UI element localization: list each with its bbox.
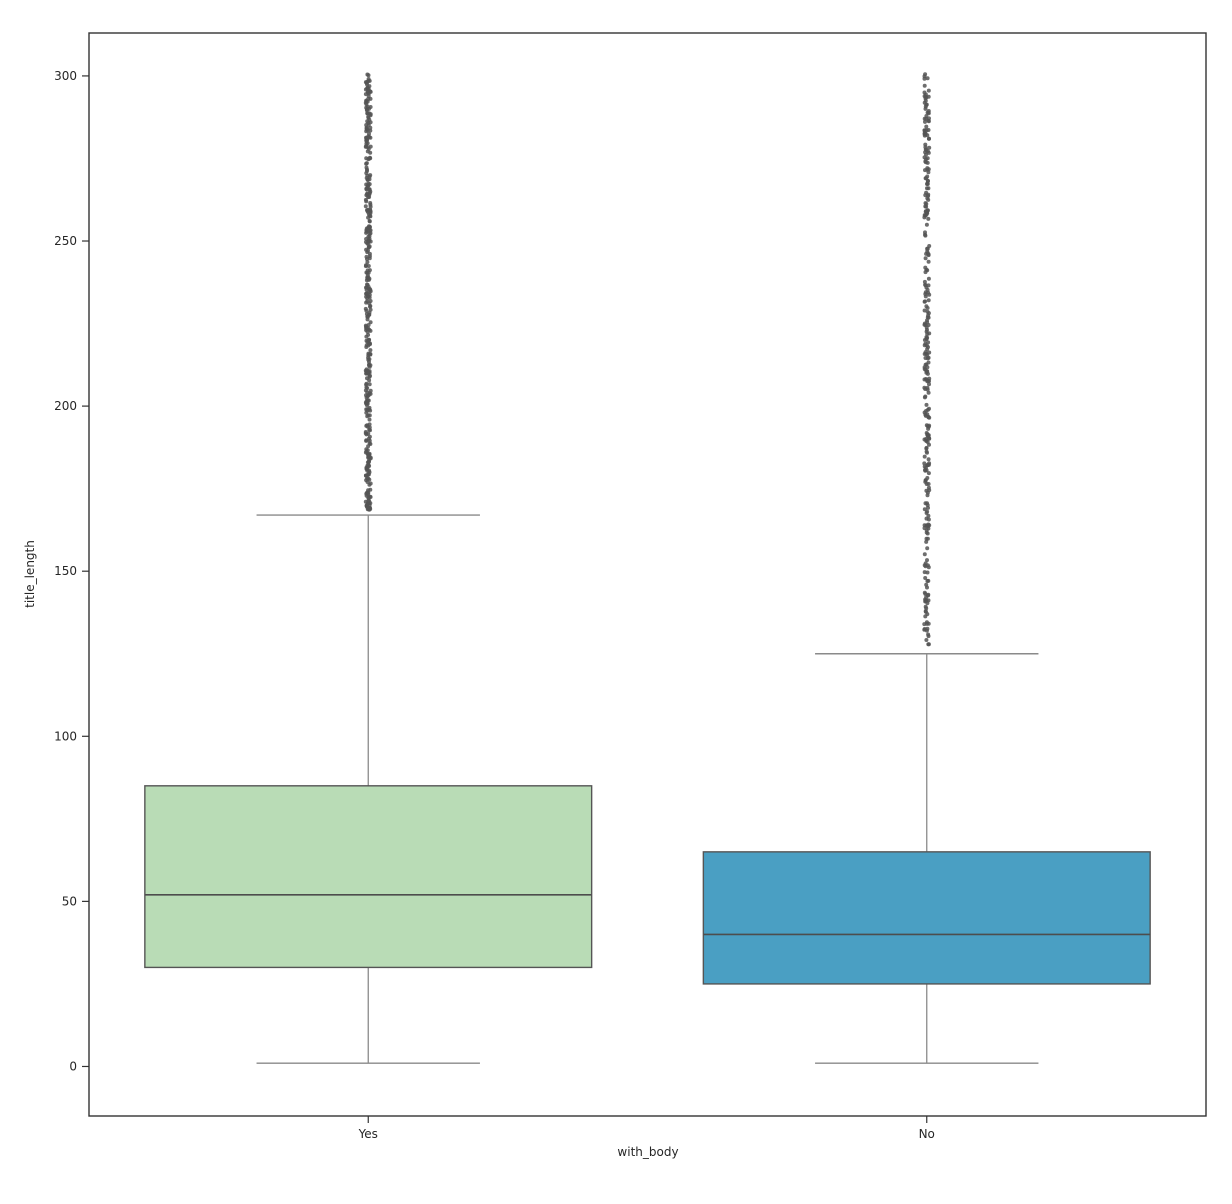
y-tick-label: 200 [54, 399, 77, 413]
y-tick-label: 250 [54, 234, 77, 248]
box-no [702, 851, 1151, 985]
outliers-yes [363, 72, 373, 512]
y-axis-label: title_length [23, 540, 37, 608]
box-yes [144, 785, 593, 969]
y-tick-label: 150 [54, 564, 77, 578]
x-axis-label: with_body [617, 1145, 679, 1159]
plot-border [88, 32, 1207, 1117]
y-tick-label: 300 [54, 69, 77, 83]
y-tick-label: 0 [69, 1059, 77, 1073]
x-tick-label: No [919, 1127, 935, 1141]
y-tick-label: 50 [62, 894, 77, 908]
x-tick-label: Yes [358, 1127, 378, 1141]
y-tick-label: 100 [54, 729, 77, 743]
outliers-no [922, 72, 932, 647]
